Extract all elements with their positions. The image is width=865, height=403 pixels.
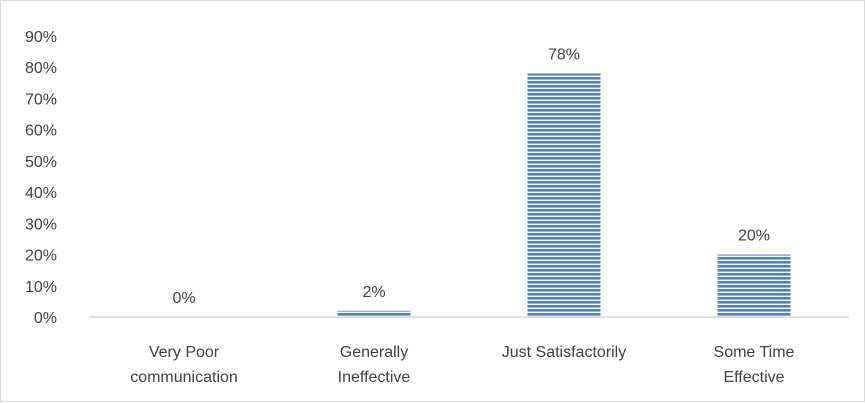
bar — [717, 254, 791, 317]
category-labels: Very Poor communication Generally Ineffecti… — [130, 344, 794, 386]
bar — [337, 310, 411, 317]
data-label: 0% — [172, 290, 195, 307]
bars — [337, 73, 791, 317]
category-label: Some Time Effective — [714, 344, 795, 386]
y-tick-label: 80% — [25, 60, 57, 77]
y-tick-label: 60% — [25, 123, 57, 140]
y-tick-label: 40% — [25, 185, 57, 202]
y-tick-label: 0% — [34, 310, 57, 327]
category-label: Just Satisfactorily — [502, 344, 626, 361]
y-tick-label: 20% — [25, 248, 57, 265]
y-tick-label: 90% — [25, 29, 57, 46]
bar — [527, 73, 601, 317]
data-labels: 0% 2% 78% 20% — [172, 46, 770, 307]
data-label: 78% — [548, 46, 580, 63]
data-label: 2% — [362, 284, 385, 301]
y-tick-label: 10% — [25, 279, 57, 296]
y-axis-ticks: 0% 10% 20% 30% 40% 50% 60% 70% 80% 90% — [25, 29, 57, 327]
category-label: Very Poor communication — [130, 344, 238, 386]
y-tick-label: 70% — [25, 91, 57, 108]
category-label: Generally Ineffective — [338, 344, 411, 386]
y-tick-label: 30% — [25, 216, 57, 233]
data-label: 20% — [738, 228, 770, 245]
y-tick-label: 50% — [25, 154, 57, 171]
